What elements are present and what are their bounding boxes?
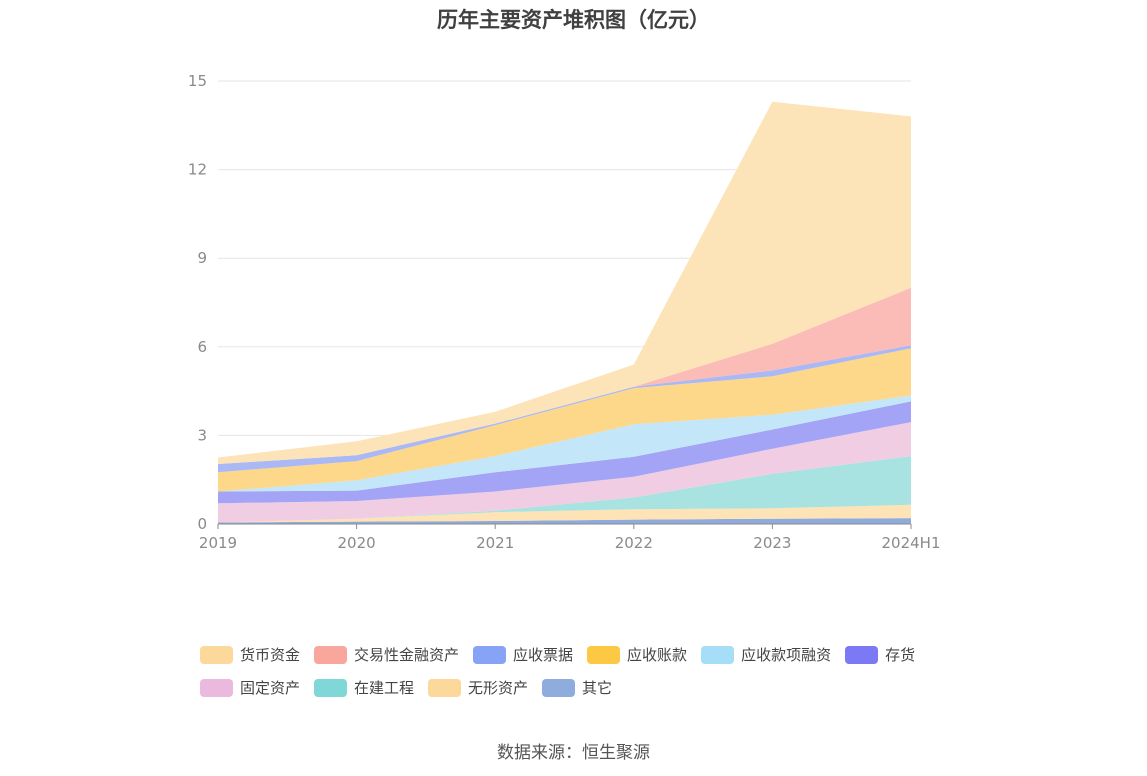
- legend-swatch: [542, 678, 576, 697]
- legend-swatch: [428, 678, 462, 697]
- legend-swatch: [701, 645, 735, 664]
- legend-label: 应收账款: [627, 646, 688, 664]
- legend-row: 货币资金 交易性金融资产 应收票据 应收账款 应收款项融资 存货固定资产 在建工程 无形资产 其…: [200, 638, 960, 704]
- legend-label: 应收款项融资: [741, 646, 832, 664]
- y-tick-label: 15: [188, 72, 207, 90]
- chart-title: 历年主要资产堆积图（亿元）: [437, 8, 710, 32]
- x-tick-label: 2022: [615, 534, 653, 552]
- legend-swatch: [845, 645, 879, 664]
- legend-item[interactable]: 应收款项融资: [701, 638, 831, 671]
- area-series-无形资产[interactable]: [218, 504, 911, 523]
- y-axis-ticks: 0 3 6 9 12 15: [188, 72, 207, 533]
- legend: 货币资金 交易性金融资产 应收票据 应收账款 应收款项融资 存货固定资产 在建工程 无形资产 其…: [200, 638, 960, 704]
- legend-swatch: [200, 678, 233, 697]
- area-series-其它[interactable]: [218, 518, 911, 524]
- y-tick-label: 12: [188, 161, 207, 179]
- area-series-固定资产[interactable]: [218, 422, 911, 523]
- x-tick-label: 2021: [476, 534, 514, 552]
- legend-item[interactable]: 存货: [845, 638, 915, 671]
- legend-swatch: [314, 678, 348, 697]
- legend-label: 应收票据: [513, 646, 574, 664]
- legend-item[interactable]: 无形资产: [428, 671, 528, 704]
- legend-item[interactable]: 其它: [542, 671, 612, 704]
- legend-item[interactable]: 应收账款: [587, 638, 687, 671]
- area-series-应收票据[interactable]: [218, 345, 911, 473]
- x-axis: [217, 523, 912, 529]
- legend-item[interactable]: 固定资产: [200, 671, 300, 704]
- area-series-存货[interactable]: [218, 401, 911, 504]
- legend-swatch: [473, 645, 507, 664]
- area-series-应收款项融资[interactable]: [218, 395, 911, 492]
- legend-label: 存货: [885, 646, 916, 664]
- area-series-group: [218, 101, 911, 524]
- y-tick-label: 3: [197, 426, 207, 444]
- area-series-应收账款[interactable]: [218, 348, 911, 492]
- y-tick-label: 6: [197, 338, 207, 356]
- legend-label: 交易性金融资产: [354, 646, 460, 664]
- legend-label: 其它: [582, 679, 613, 697]
- legend-label: 固定资产: [240, 679, 301, 697]
- legend-label: 无形资产: [468, 679, 529, 697]
- area-series-在建工程[interactable]: [218, 456, 911, 523]
- legend-swatch: [314, 645, 348, 664]
- legend-item[interactable]: 交易性金融资产: [314, 638, 459, 671]
- stacked-area-chart: 0 3 6 9 12 15 2019 2020 2021 2022 2023 2024H1: [188, 72, 941, 552]
- x-tick-label: 2024H1: [882, 534, 941, 552]
- legend-label: 在建工程: [354, 679, 415, 697]
- legend-item[interactable]: 货币资金: [200, 638, 300, 671]
- x-tick-label: 2023: [753, 534, 791, 552]
- legend-label: 货币资金: [240, 646, 301, 664]
- source-note: 数据来源：恒生聚源: [497, 743, 650, 763]
- y-tick-label: 9: [197, 249, 207, 267]
- x-tick-label: 2020: [338, 534, 376, 552]
- y-tick-label: 0: [197, 515, 207, 533]
- legend-swatch: [200, 645, 233, 664]
- area-series-货币资金[interactable]: [218, 101, 911, 464]
- x-axis-ticks: 2019 2020 2021 2022 2023 2024H1: [199, 534, 941, 552]
- legend-item[interactable]: 在建工程: [314, 671, 414, 704]
- legend-item[interactable]: 应收票据: [473, 638, 573, 671]
- legend-swatch: [587, 645, 621, 664]
- x-tick-label: 2019: [199, 534, 237, 552]
